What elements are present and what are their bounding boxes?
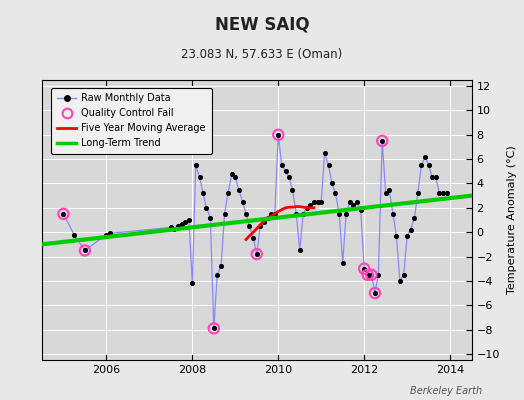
Point — [274, 132, 282, 138]
Point — [303, 205, 311, 211]
Text: 23.083 N, 57.633 E (Oman): 23.083 N, 57.633 E (Oman) — [181, 48, 343, 61]
Point — [274, 132, 282, 138]
Point — [346, 198, 354, 205]
Point — [263, 214, 271, 221]
Point — [245, 223, 254, 229]
Point — [81, 247, 89, 254]
Point — [184, 217, 193, 223]
Point — [281, 168, 290, 174]
Point — [299, 211, 308, 217]
Point — [199, 190, 207, 196]
Point — [342, 211, 351, 217]
Point — [70, 232, 78, 238]
Point — [432, 174, 440, 180]
Point — [349, 202, 357, 208]
Point — [389, 211, 397, 217]
Point — [353, 198, 361, 205]
Point — [370, 290, 379, 296]
Legend: Raw Monthly Data, Quality Control Fail, Five Year Moving Average, Long-Term Tren: Raw Monthly Data, Quality Control Fail, … — [51, 88, 212, 154]
Point — [439, 190, 447, 196]
Point — [324, 162, 333, 168]
Point — [428, 174, 436, 180]
Point — [59, 211, 68, 217]
Point — [174, 223, 182, 229]
Point — [81, 247, 89, 254]
Point — [313, 198, 322, 205]
Point — [220, 211, 228, 217]
Point — [188, 280, 196, 286]
Point — [292, 211, 300, 217]
Point — [328, 180, 336, 187]
Point — [385, 186, 394, 193]
Point — [267, 211, 275, 217]
Point — [202, 205, 211, 211]
Point — [396, 278, 404, 284]
Point — [296, 247, 304, 254]
Point — [424, 162, 433, 168]
Point — [102, 232, 111, 238]
Point — [339, 260, 347, 266]
Point — [224, 190, 232, 196]
Point — [360, 266, 368, 272]
Point — [278, 162, 286, 168]
Y-axis label: Temperature Anomaly (°C): Temperature Anomaly (°C) — [507, 146, 517, 294]
Point — [378, 138, 386, 144]
Point — [403, 233, 411, 239]
Point — [217, 263, 225, 270]
Point — [413, 190, 422, 196]
Point — [253, 251, 261, 257]
Point — [364, 272, 372, 278]
Point — [285, 174, 293, 180]
Point — [260, 219, 268, 226]
Point — [177, 220, 185, 227]
Point — [392, 233, 400, 239]
Point — [306, 202, 314, 208]
Point — [364, 272, 372, 278]
Point — [227, 170, 236, 177]
Point — [399, 272, 408, 278]
Point — [321, 150, 329, 156]
Point — [435, 190, 443, 196]
Point — [356, 207, 365, 214]
Point — [270, 211, 279, 217]
Point — [370, 290, 379, 296]
Point — [335, 211, 343, 217]
Point — [242, 211, 250, 217]
Text: NEW SAIQ: NEW SAIQ — [215, 16, 309, 34]
Point — [256, 223, 265, 229]
Point — [170, 225, 179, 232]
Point — [442, 190, 451, 196]
Point — [59, 211, 68, 217]
Point — [106, 230, 114, 236]
Point — [210, 325, 218, 332]
Point — [410, 214, 419, 221]
Point — [374, 272, 383, 278]
Point — [195, 174, 204, 180]
Point — [213, 272, 222, 278]
Point — [378, 138, 386, 144]
Point — [235, 186, 243, 193]
Point — [210, 325, 218, 332]
Point — [238, 198, 247, 205]
Point — [253, 251, 261, 257]
Point — [181, 219, 189, 226]
Point — [331, 190, 340, 196]
Point — [407, 226, 415, 233]
Point — [288, 186, 297, 193]
Point — [249, 235, 257, 242]
Point — [192, 162, 200, 168]
Point — [167, 224, 175, 230]
Point — [381, 190, 390, 196]
Point — [231, 174, 239, 180]
Point — [206, 214, 214, 221]
Point — [317, 198, 325, 205]
Point — [367, 272, 376, 278]
Point — [310, 198, 318, 205]
Point — [360, 266, 368, 272]
Point — [421, 154, 429, 160]
Point — [417, 162, 425, 168]
Point — [367, 272, 376, 278]
Text: Berkeley Earth: Berkeley Earth — [410, 386, 482, 396]
